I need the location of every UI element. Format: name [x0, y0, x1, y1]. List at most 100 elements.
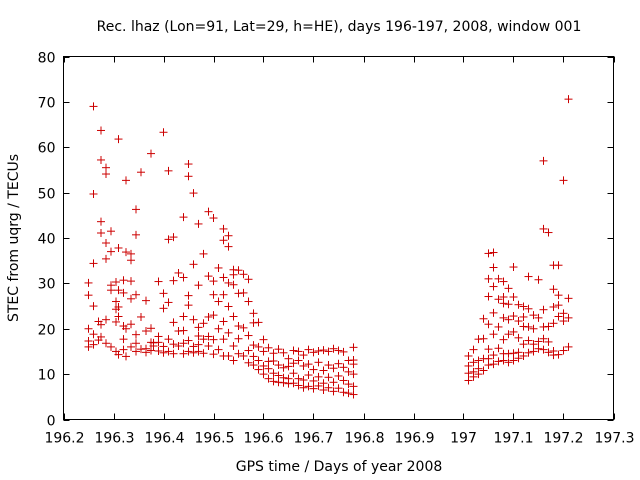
- x-tick-label: 196.9: [394, 431, 434, 447]
- data-point: [89, 259, 98, 268]
- data-point: [209, 311, 218, 320]
- data-point: [194, 332, 203, 341]
- data-point: [184, 291, 193, 300]
- data-point: [219, 317, 228, 326]
- y-tick-label: 50: [38, 187, 56, 203]
- data-point: [324, 361, 333, 370]
- data-point: [249, 361, 258, 370]
- data-point: [514, 317, 523, 326]
- data-point: [324, 347, 333, 356]
- data-point: [494, 357, 503, 366]
- data-point: [314, 358, 323, 367]
- x-tick-label: 196.2: [44, 431, 84, 447]
- data-point: [122, 352, 130, 361]
- data-point: [154, 338, 163, 347]
- data-point: [499, 335, 508, 344]
- data-point: [249, 352, 258, 361]
- data-point: [329, 387, 338, 396]
- data-point: [534, 337, 543, 346]
- data-point: [112, 278, 120, 287]
- data-point: [184, 301, 193, 310]
- data-point: [114, 350, 123, 359]
- data-point: [554, 350, 563, 359]
- data-point: [209, 277, 218, 286]
- data-point: [259, 370, 268, 379]
- data-point: [304, 371, 313, 380]
- data-point: [102, 339, 110, 348]
- data-point: [294, 374, 303, 383]
- data-point: [159, 128, 168, 137]
- data-point: [132, 230, 140, 239]
- data-point: [122, 324, 130, 333]
- data-point: [489, 248, 498, 257]
- data-point: [244, 275, 253, 284]
- data-point: [329, 378, 338, 387]
- data-point: [484, 292, 493, 301]
- data-point: [349, 390, 358, 399]
- data-point: [539, 334, 548, 343]
- data-point: [189, 348, 198, 357]
- data-point: [494, 295, 503, 304]
- data-point: [214, 324, 223, 333]
- data-point: [299, 383, 308, 392]
- y-tick-label: 20: [38, 323, 56, 339]
- data-point: [294, 356, 303, 365]
- data-point: [344, 380, 353, 389]
- data-point: [224, 242, 233, 251]
- data-point: [539, 224, 548, 233]
- y-tick-label: 40: [38, 232, 56, 248]
- data-point: [299, 351, 308, 360]
- data-point: [89, 302, 98, 311]
- x-tick-label: 196.3: [94, 431, 134, 447]
- data-point: [334, 359, 343, 368]
- data-point: [132, 330, 140, 339]
- data-point: [279, 363, 288, 372]
- y-axis-label: STEC from uqrg / TECUs: [6, 154, 22, 322]
- data-point: [159, 348, 168, 357]
- data-point: [349, 360, 358, 369]
- data-point: [514, 354, 523, 363]
- data-point: [194, 347, 203, 356]
- data-point: [464, 361, 473, 370]
- data-point: [147, 149, 155, 158]
- data-point: [484, 345, 493, 354]
- data-point: [504, 315, 513, 324]
- data-point: [544, 337, 553, 346]
- data-point: [199, 319, 208, 328]
- data-point: [97, 320, 105, 329]
- data-point: [224, 278, 233, 287]
- data-point: [219, 290, 228, 299]
- data-point: [244, 358, 253, 367]
- data-point: [489, 282, 498, 291]
- data-point: [234, 349, 243, 358]
- chart-title: Rec. lhaz (Lon=91, Lat=29, h=HE), days 1…: [97, 19, 582, 35]
- data-point: [169, 276, 178, 285]
- data-point: [229, 280, 238, 289]
- data-point: [234, 334, 243, 343]
- data-point: [499, 313, 508, 322]
- data-point: [474, 356, 483, 365]
- data-point: [254, 342, 263, 351]
- data-point: [509, 263, 518, 272]
- data-point: [299, 361, 308, 370]
- data-point: [334, 384, 343, 393]
- data-point: [89, 189, 98, 198]
- data-point: [524, 348, 533, 357]
- data-points: [84, 95, 573, 399]
- data-point: [84, 342, 93, 351]
- data-point: [334, 346, 343, 355]
- data-point: [549, 285, 558, 294]
- data-point: [319, 346, 328, 355]
- data-point: [127, 294, 135, 303]
- data-point: [489, 263, 498, 272]
- data-point: [504, 358, 513, 367]
- data-point: [169, 340, 178, 349]
- data-point: [304, 345, 313, 354]
- data-point: [102, 238, 110, 247]
- data-point: [114, 312, 123, 321]
- data-point: [514, 333, 523, 342]
- data-point: [479, 366, 488, 375]
- data-point: [509, 312, 518, 321]
- data-point: [89, 330, 98, 339]
